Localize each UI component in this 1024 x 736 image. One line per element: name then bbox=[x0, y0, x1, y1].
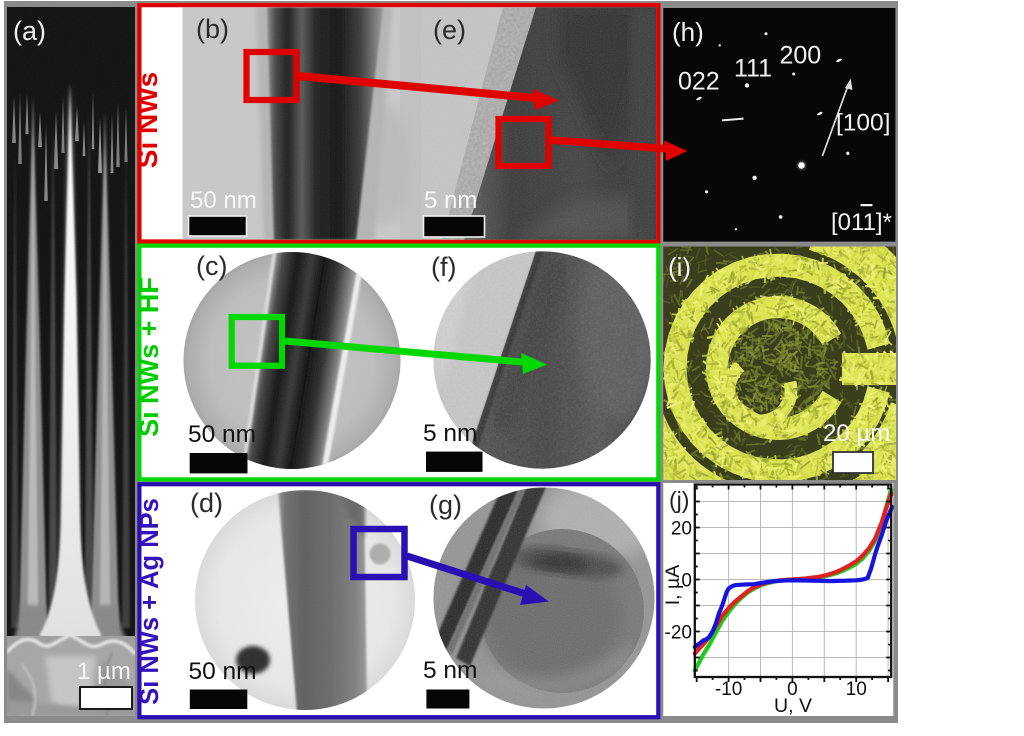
svg-text:Si NWs + HF: Si NWs + HF bbox=[134, 277, 164, 437]
svg-text:(h): (h) bbox=[672, 17, 704, 47]
svg-text:0: 0 bbox=[681, 570, 692, 591]
svg-text:5 nm: 5 nm bbox=[423, 657, 477, 684]
svg-text:(d): (d) bbox=[190, 488, 223, 518]
svg-text:[100]: [100] bbox=[836, 109, 891, 136]
svg-text:50 nm: 50 nm bbox=[188, 421, 256, 448]
svg-text:5 nm: 5 nm bbox=[423, 420, 477, 447]
svg-text:0: 0 bbox=[787, 679, 798, 700]
svg-text:(b): (b) bbox=[196, 14, 229, 44]
svg-text:(i): (i) bbox=[668, 252, 691, 282]
svg-text:20: 20 bbox=[671, 518, 692, 539]
svg-text:Si NWs: Si NWs bbox=[132, 72, 163, 168]
svg-text:U, V: U, V bbox=[774, 695, 812, 717]
svg-text:200: 200 bbox=[780, 42, 822, 70]
svg-text:50 nm: 50 nm bbox=[189, 658, 257, 685]
svg-text:(j): (j) bbox=[669, 487, 689, 513]
svg-text:(g): (g) bbox=[429, 490, 462, 520]
svg-text:20 µm: 20 µm bbox=[823, 420, 890, 447]
svg-text:I, µA: I, µA bbox=[662, 565, 684, 606]
svg-text:50 nm: 50 nm bbox=[190, 187, 257, 214]
svg-text:5 nm: 5 nm bbox=[424, 187, 477, 214]
svg-text:(f): (f) bbox=[431, 252, 456, 282]
svg-text:10: 10 bbox=[846, 679, 867, 700]
svg-text:111: 111 bbox=[734, 55, 772, 83]
svg-text:Si NWs + Ag NPs: Si NWs + Ag NPs bbox=[136, 498, 164, 705]
svg-text:(e): (e) bbox=[433, 15, 466, 45]
svg-text:(c): (c) bbox=[196, 251, 227, 281]
svg-text:(a): (a) bbox=[13, 16, 46, 46]
svg-text:1 µm: 1 µm bbox=[77, 658, 131, 685]
svg-text:022: 022 bbox=[678, 68, 720, 96]
svg-text:[011]*: [011]* bbox=[831, 209, 892, 236]
svg-text:-20: -20 bbox=[665, 622, 692, 643]
svg-text:-10: -10 bbox=[715, 679, 742, 700]
